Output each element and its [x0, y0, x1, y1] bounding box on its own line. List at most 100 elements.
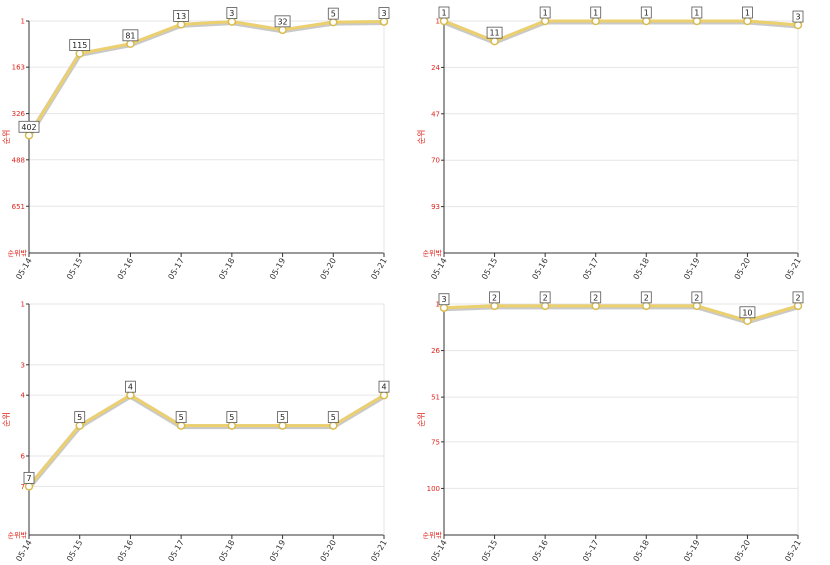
- data-point[interactable]: [126, 390, 135, 400]
- y-tick-label: 24: [431, 64, 440, 72]
- data-label-box: [539, 291, 551, 304]
- data-point[interactable]: [379, 17, 389, 26]
- y-tick-label: 7: [21, 483, 25, 491]
- x-tick-label: 05-16: [530, 257, 549, 282]
- data-label-box: [438, 293, 450, 306]
- data-point[interactable]: [176, 421, 186, 430]
- data-label: 1: [694, 9, 699, 18]
- data-label: 5: [179, 413, 184, 422]
- x-tick-label: 05-18: [632, 539, 651, 564]
- y-out-of-rank-label: 순위밖: [8, 531, 28, 540]
- y-tick-label: 93: [431, 203, 440, 211]
- data-point[interactable]: [278, 421, 287, 430]
- y-tick-label: 26: [431, 347, 440, 355]
- data-point[interactable]: [227, 17, 237, 26]
- data-point[interactable]: [329, 17, 338, 27]
- data-label: 1: [543, 9, 548, 18]
- data-point[interactable]: [227, 421, 237, 430]
- y-axis-label: 순위: [417, 130, 426, 145]
- x-tick-label: 05-20: [319, 539, 338, 564]
- data-point[interactable]: [591, 301, 600, 311]
- data-label-box: [226, 411, 238, 423]
- data-point[interactable]: [743, 316, 752, 326]
- data-point[interactable]: [126, 39, 135, 49]
- x-tick-label: 05-15: [65, 257, 84, 282]
- data-label-box: [23, 471, 35, 484]
- data-label: 1: [644, 9, 649, 18]
- data-point[interactable]: [329, 421, 338, 430]
- data-point[interactable]: [278, 25, 287, 35]
- x-tick-label: 05-21: [783, 257, 802, 282]
- data-point[interactable]: [743, 16, 752, 26]
- y-tick-label: 51: [431, 394, 440, 402]
- data-label: 5: [331, 413, 336, 422]
- data-point[interactable]: [24, 482, 34, 491]
- data-label: 115: [72, 41, 87, 50]
- data-label-box: [691, 6, 703, 19]
- x-tick-label: 05-17: [166, 257, 185, 282]
- data-label-box: [327, 7, 339, 20]
- data-point[interactable]: [379, 390, 389, 400]
- y-tick-label: 488: [12, 156, 25, 164]
- data-point[interactable]: [642, 301, 651, 311]
- x-tick-label: 05-18: [217, 539, 236, 564]
- data-label-box: [18, 120, 40, 133]
- data-point[interactable]: [75, 49, 84, 58]
- data-label: 2: [694, 293, 699, 302]
- data-label-box: [792, 291, 804, 304]
- data-point[interactable]: [540, 301, 550, 311]
- data-point[interactable]: [692, 301, 702, 311]
- data-label-box: [74, 411, 86, 423]
- series-line-shadow: [27, 393, 386, 490]
- y-axis-label: 순위: [2, 130, 11, 145]
- data-label-box: [640, 6, 652, 19]
- data-label-box: [486, 26, 503, 39]
- data-label: 4: [128, 383, 133, 392]
- data-label: 13: [176, 12, 186, 21]
- series-line: [27, 20, 385, 137]
- data-label-box: [590, 291, 602, 304]
- data-label-box: [274, 15, 291, 28]
- data-label: 10: [742, 308, 752, 317]
- data-point[interactable]: [793, 20, 803, 30]
- data-label-box: [175, 411, 187, 423]
- data-point[interactable]: [490, 301, 499, 311]
- data-point[interactable]: [793, 301, 803, 311]
- rank-chart-4: 1 26 51 75 100 순위밖 순위 05-14 05-15 05-16 05-17 05-18…: [417, 291, 804, 564]
- x-tick-label: 05-20: [733, 257, 752, 282]
- data-point[interactable]: [490, 36, 499, 46]
- data-label: 11: [489, 29, 499, 38]
- series-line: [27, 393, 385, 488]
- data-label-box: [378, 380, 390, 393]
- data-label-box: [226, 7, 238, 19]
- data-point[interactable]: [439, 303, 449, 312]
- x-tick-label: 05-19: [682, 257, 701, 282]
- x-tick-label: 05-19: [682, 539, 701, 564]
- data-label-box: [691, 291, 703, 304]
- data-label-box: [792, 10, 804, 23]
- y-out-of-rank-label: 순위밖: [423, 249, 443, 258]
- data-label: 32: [277, 17, 287, 26]
- y-tick-label: 1: [436, 18, 440, 26]
- data-point[interactable]: [692, 16, 702, 26]
- y-tick-label: 75: [431, 438, 440, 446]
- data-point[interactable]: [75, 421, 84, 430]
- y-out-of-rank-label: 순위밖: [423, 531, 443, 540]
- data-point[interactable]: [591, 16, 600, 26]
- x-tick-label: 05-18: [217, 257, 236, 282]
- data-point[interactable]: [24, 131, 34, 140]
- x-tick-label: 05-19: [268, 257, 287, 282]
- data-label-box: [122, 29, 139, 42]
- data-label-box: [173, 10, 190, 22]
- data-point[interactable]: [439, 16, 449, 26]
- data-point[interactable]: [176, 20, 186, 29]
- data-point[interactable]: [642, 16, 651, 26]
- x-tick-label: 05-15: [480, 257, 499, 282]
- data-label: 3: [441, 295, 446, 304]
- data-point[interactable]: [540, 16, 550, 26]
- x-tick-label: 05-14: [429, 257, 448, 282]
- data-label-box: [438, 6, 450, 19]
- data-label: 7: [26, 474, 31, 483]
- x-tick-label: 05-17: [581, 257, 600, 282]
- x-tick-label: 05-16: [530, 539, 549, 564]
